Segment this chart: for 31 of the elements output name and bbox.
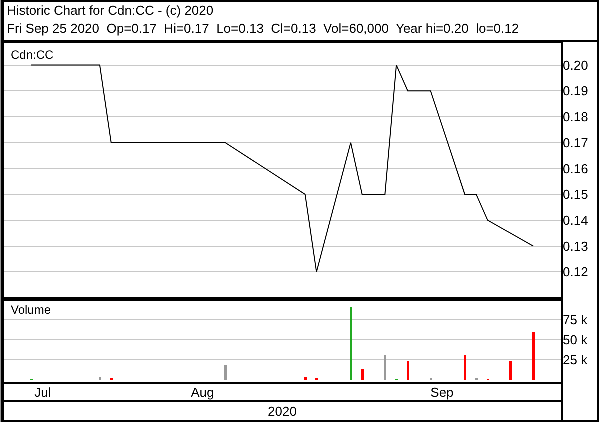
y-tick-label: 0.12 [563,264,588,280]
bar [464,355,466,380]
y-tick-label: 50 k [563,332,588,348]
y-tick-label: 0.13 [563,238,588,254]
y-tick-label: 25 k [563,352,588,368]
y-tick-label: 0.14 [563,212,588,228]
y-tick-label: 0.17 [563,135,588,150]
y-tick-label: 0.18 [563,110,588,125]
bar [407,361,409,380]
line-series [31,64,534,273]
text: 2020 [268,404,297,419]
y-tick-label: 0.16 [563,161,588,176]
y-tick-label: 0.20 [563,58,588,73]
chart-subtitle: Fri Sep 25 2020 Op=0.17 Hi=0.17 Lo=0.13 Cl=0.13 Vol=60,000 Year hi=0.20 lo=0.12 [7,21,520,36]
series-label: Cdn:CC [11,48,54,62]
x-tick-label: Aug [191,385,214,400]
text: Volume [11,303,52,317]
bar [384,355,386,380]
bar [532,332,535,380]
bar [304,377,307,380]
y-tick-label: 0.19 [563,84,588,99]
x-tick-label: Sep [430,385,454,400]
chart-title: Historic Chart for Cdn:CC - (c) 2020 [7,3,214,18]
y-tick-label: 0.15 [563,187,588,202]
bar [509,361,512,380]
bar [350,307,352,380]
bar [99,377,101,380]
bar [224,365,227,380]
bar [361,369,364,380]
x-tick-label: Jul [34,385,52,400]
y-tick-label: 75 k [563,312,588,328]
